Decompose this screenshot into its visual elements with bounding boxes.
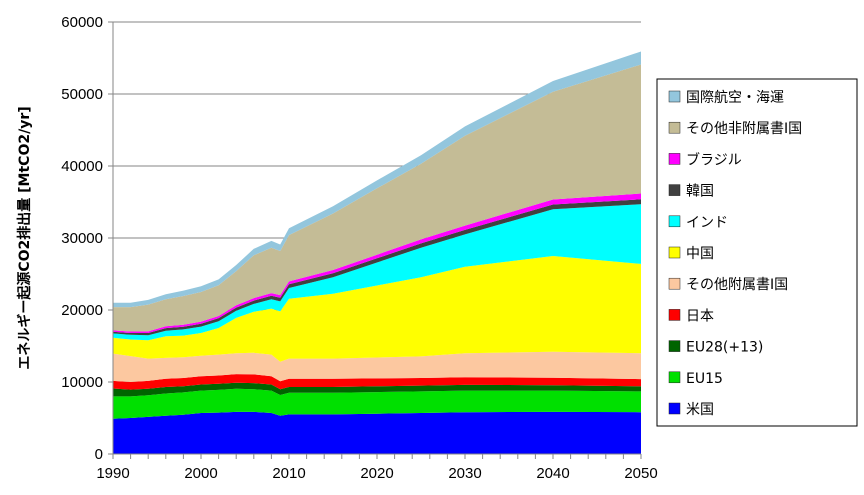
legend-swatch bbox=[668, 277, 681, 290]
legend-swatch bbox=[668, 371, 681, 384]
area-series bbox=[113, 411, 641, 454]
area-series bbox=[113, 388, 641, 419]
legend-swatch bbox=[668, 184, 681, 196]
y-tick-label: 40000 bbox=[61, 158, 103, 175]
x-tick-label: 2030 bbox=[448, 465, 481, 482]
legend-label: ブラジル bbox=[686, 151, 742, 168]
legend-box bbox=[656, 78, 858, 427]
x-tick-label: 2010 bbox=[272, 465, 305, 482]
legend-swatch bbox=[668, 90, 681, 103]
y-tick-label: 10000 bbox=[61, 374, 103, 391]
area-series-group bbox=[113, 51, 641, 454]
legend-label: 国際航空・海運 bbox=[686, 90, 784, 106]
legend-swatch bbox=[668, 402, 681, 415]
legend-swatch bbox=[668, 340, 681, 352]
y-tick-label: 60000 bbox=[61, 14, 103, 31]
legend-label: 韓国 bbox=[686, 184, 714, 200]
x-tick-label: 1990 bbox=[96, 465, 129, 482]
y-axis-title: エネルギー起源CO2排出量 [MtCO2/yr] bbox=[16, 106, 33, 369]
area-series bbox=[113, 351, 641, 382]
legend-swatch bbox=[668, 153, 681, 165]
area-series bbox=[113, 374, 641, 390]
x-tick-label: 2050 bbox=[624, 465, 657, 482]
legend-label: 日本 bbox=[686, 308, 714, 324]
axes bbox=[108, 21, 642, 459]
area-series bbox=[113, 382, 641, 397]
legend-label: EU28(+13) bbox=[686, 340, 763, 356]
x-tick-label: 2020 bbox=[360, 465, 393, 482]
x-tick-label: 2040 bbox=[536, 465, 569, 482]
legend-label: その他非附属書Ⅰ国 bbox=[686, 121, 802, 137]
area-series bbox=[113, 51, 641, 308]
y-tick-label: 50000 bbox=[61, 86, 103, 103]
legend-label: インド bbox=[686, 215, 728, 231]
y-tick-label: 20000 bbox=[61, 302, 103, 319]
legend-label: 中国 bbox=[686, 246, 714, 262]
x-tick-label: 2000 bbox=[184, 465, 217, 482]
area-series bbox=[113, 256, 641, 362]
y-tick-label: 0 bbox=[95, 446, 103, 463]
legend-label: その他附属書Ⅰ国 bbox=[686, 277, 788, 293]
legend-label: 米国 bbox=[686, 402, 714, 418]
legend-swatch bbox=[668, 246, 681, 259]
y-tick-label: 30000 bbox=[61, 230, 103, 247]
legend-swatch bbox=[668, 309, 681, 321]
legend-swatch bbox=[668, 215, 681, 228]
tick-labels: 0 10000 20000 30000 40000 50000 60000 1990 2000 2… bbox=[61, 14, 657, 482]
legend-label: EU15 bbox=[686, 371, 723, 387]
area-series bbox=[113, 64, 641, 332]
area-series bbox=[113, 204, 641, 341]
legend-swatch bbox=[668, 121, 681, 134]
